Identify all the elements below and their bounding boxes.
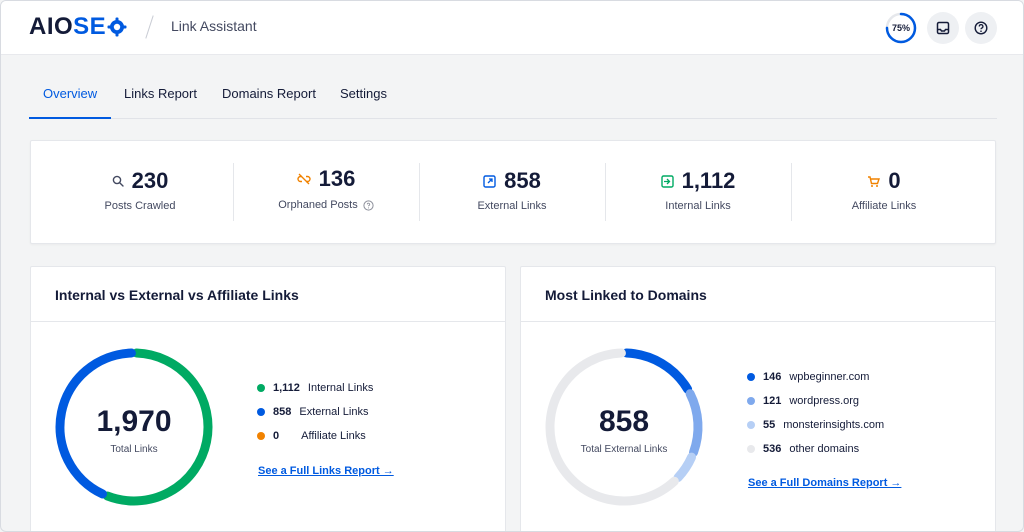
legend-item: 536 other domains	[747, 437, 884, 461]
full-domains-report-link[interactable]: See a Full Domains Report →	[748, 477, 902, 489]
card-title: Internal vs External vs Affiliate Links	[55, 287, 299, 303]
legend-value: 536	[763, 443, 782, 455]
legend-label: monsterinsights.com	[783, 419, 885, 431]
stat-posts-crawled: 230 Posts Crawled	[47, 141, 233, 245]
legend-label: other domains	[789, 443, 860, 455]
stat-label: Posts Crawled	[104, 200, 176, 212]
card-divider	[31, 321, 505, 322]
logo-gear-icon	[107, 17, 127, 37]
links-breakdown-card: Internal vs External vs Affiliate Links …	[30, 266, 506, 531]
donut-total-label: Total Links	[110, 444, 158, 455]
legend-value: 146	[763, 371, 782, 383]
tab-bar: Overview Links Report Domains Report Set…	[29, 73, 997, 119]
legend-dot	[257, 432, 265, 440]
donut-segment-0	[622, 348, 693, 394]
stat-divider	[605, 163, 606, 221]
notifications-button[interactable]	[927, 12, 959, 44]
legend-value: 121	[763, 395, 782, 407]
tab-overview[interactable]: Overview	[29, 73, 112, 119]
tab-domains-report[interactable]: Domains Report	[222, 86, 316, 101]
full-links-report-link[interactable]: See a Full Links Report →	[258, 465, 394, 477]
stat-external-links: 858 External Links	[419, 141, 605, 245]
legend-dot	[257, 408, 265, 416]
legend-item: 121 wordpress.org	[747, 389, 884, 413]
stats-panel: 230 Posts Crawled 136 Orphaned Posts	[30, 140, 996, 244]
breadcrumb-separator	[145, 15, 154, 39]
donut-total-label: Total External Links	[580, 444, 668, 455]
domains-donut-chart	[545, 348, 703, 506]
card-divider	[521, 321, 995, 322]
domains-card: Most Linked to Domains 858 Total Externa…	[520, 266, 996, 531]
seo-score-value: 75%	[891, 23, 910, 33]
legend-label: wpbeginner.com	[789, 371, 870, 383]
donut-segment-1	[55, 348, 136, 499]
legend-dot	[747, 373, 755, 381]
help-button[interactable]	[965, 12, 997, 44]
tab-settings[interactable]: Settings	[340, 86, 387, 101]
logo-seo-text: SE	[73, 13, 107, 40]
top-header: AIO SE Link Assistant 75%	[1, 1, 1023, 55]
stat-value: 136	[318, 166, 356, 191]
legend-value: 1,112	[273, 382, 300, 394]
donut-segment-2	[673, 452, 697, 483]
broken-link-icon	[296, 173, 311, 185]
inbox-icon	[936, 21, 950, 35]
legend-value: 858	[273, 406, 292, 418]
stat-value: 858	[504, 168, 541, 193]
stat-affiliate-links: 0 Affiliate Links	[791, 141, 977, 245]
stat-divider	[233, 163, 234, 221]
legend-item: 858 External Links	[257, 400, 373, 424]
legend-item: 0 Affiliate Links	[257, 424, 373, 448]
stat-label: Internal Links	[665, 200, 731, 212]
stat-value: 1,112	[681, 168, 736, 193]
logo-aio-text: AIO	[29, 13, 74, 40]
info-icon[interactable]	[363, 199, 374, 211]
links-legend: 1,112 Internal Links 858 External Links …	[257, 376, 373, 448]
stat-value: 0	[888, 168, 901, 193]
donut-segment-3	[545, 348, 679, 506]
legend-label: External Links	[299, 406, 369, 418]
aioseo-logo[interactable]: AIO SE	[29, 14, 127, 40]
stat-label: External Links	[477, 200, 547, 212]
links-donut-chart	[55, 348, 213, 506]
legend-item: 1,112 Internal Links	[257, 376, 373, 400]
stat-orphaned-posts: 136 Orphaned Posts	[233, 141, 419, 245]
donut-segment-0	[102, 348, 213, 506]
cart-icon	[868, 175, 881, 187]
legend-dot	[747, 421, 755, 429]
donut-total: 858	[598, 405, 650, 438]
legend-value: 55	[763, 419, 776, 431]
stat-divider	[419, 163, 420, 221]
legend-value: 0	[273, 430, 280, 442]
legend-dot	[747, 445, 755, 453]
stat-label: Orphaned Posts	[278, 199, 358, 211]
tab-links-report[interactable]: Links Report	[124, 86, 197, 101]
legend-dot	[257, 384, 265, 392]
donut-segment-1	[685, 389, 703, 457]
help-icon	[974, 21, 988, 35]
donut-total: 1,970	[96, 405, 172, 438]
search-icon	[112, 175, 124, 187]
stat-label: Affiliate Links	[851, 200, 917, 212]
internal-link-icon	[660, 174, 674, 188]
legend-label: wordpress.org	[789, 395, 860, 407]
legend-label: Affiliate Links	[301, 430, 366, 442]
legend-item: 146 wpbeginner.com	[747, 365, 884, 389]
stat-internal-links: 1,112 Internal Links	[605, 141, 791, 245]
card-title: Most Linked to Domains	[545, 287, 707, 303]
stat-divider	[791, 163, 792, 221]
domains-legend: 146 wpbeginner.com 121 wordpress.org 55 …	[747, 365, 884, 461]
breadcrumb-current: Link Assistant	[171, 18, 257, 34]
legend-label: Internal Links	[307, 382, 374, 394]
legend-dot	[747, 397, 755, 405]
external-link-icon	[483, 174, 496, 188]
stat-value: 230	[131, 168, 169, 193]
seo-score-ring[interactable]	[885, 12, 917, 44]
legend-item: 55 monsterinsights.com	[747, 413, 884, 437]
